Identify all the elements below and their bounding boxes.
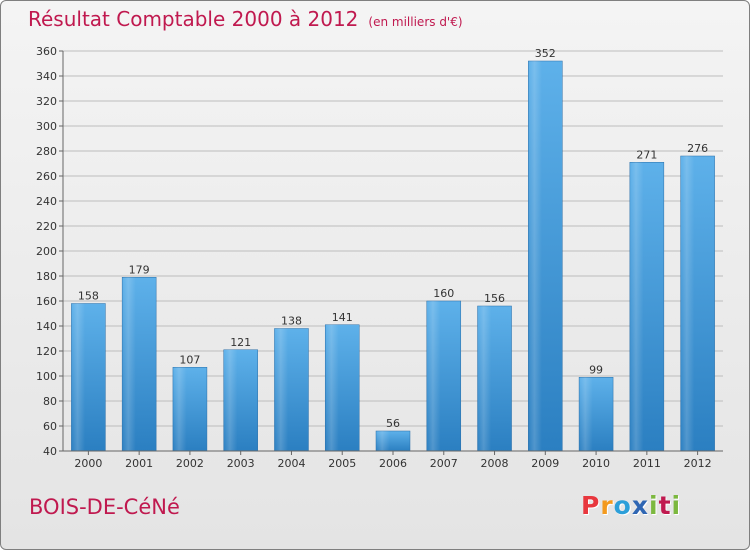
logo-letter: i: [671, 491, 682, 520]
logo-letter: r: [600, 491, 614, 520]
logo-letter: o: [613, 491, 632, 520]
bars: 158 179 107 121 138 141 56 160 156 352 99 271 276: [71, 47, 715, 452]
x-tick-label: 2010: [582, 457, 610, 470]
x-tick-label: 2007: [430, 457, 458, 470]
y-tick-label: 80: [43, 395, 57, 408]
bar-value-label: 141: [332, 311, 353, 324]
bar-value-label: 160: [433, 287, 454, 300]
bar-value-label: 179: [129, 263, 150, 276]
bar-value-label: 121: [230, 336, 251, 349]
logo-letter: x: [631, 491, 649, 520]
proxiti-logo: Proxiti: [581, 491, 681, 520]
bar-highlight: [528, 61, 563, 451]
x-tick-label: 2009: [531, 457, 559, 470]
y-tick-label: 140: [36, 320, 57, 333]
x-tick-label: 2001: [125, 457, 153, 470]
y-tick-label: 220: [36, 220, 57, 233]
logo-letter: i: [649, 491, 659, 520]
bar-value-label: 156: [484, 292, 505, 305]
bar-value-label: 352: [535, 47, 556, 60]
logo-letter: P: [581, 491, 601, 520]
y-tick-label: 320: [36, 95, 57, 108]
bar-highlight: [122, 277, 157, 451]
bar-highlight: [579, 377, 614, 451]
chart-title: Résultat Comptable 2000 à 2012 (en millie…: [28, 7, 463, 31]
y-tick-label: 40: [43, 445, 57, 458]
bar-value-label: 138: [281, 315, 302, 328]
y-tick-label: 240: [36, 195, 57, 208]
bar-highlight: [426, 301, 461, 451]
y-tick-label: 300: [36, 120, 57, 133]
y-tick-label: 180: [36, 270, 57, 283]
y-tick-label: 60: [43, 420, 57, 433]
bar-value-label: 158: [78, 290, 99, 303]
y-tick-label: 260: [36, 170, 57, 183]
bar-highlight: [274, 328, 309, 451]
y-tick-label: 280: [36, 145, 57, 158]
y-tick-label: 120: [36, 345, 57, 358]
bar-value-label: 271: [636, 148, 657, 161]
bar-value-label: 107: [179, 353, 200, 366]
bar-value-label: 56: [386, 417, 400, 430]
commune-name: BOIS-DE-CéNé: [29, 495, 180, 519]
bar-highlight: [71, 303, 106, 451]
x-tick-label: 2003: [227, 457, 255, 470]
bar-highlight: [680, 156, 715, 451]
bar-highlight: [325, 324, 360, 451]
x-tick-label: 2004: [277, 457, 305, 470]
chart-subtitle: (en milliers d'€): [368, 15, 463, 29]
bar-highlight: [477, 306, 512, 451]
chart-title-text: Résultat Comptable 2000 à 2012: [28, 7, 359, 31]
x-tick-label: 2006: [379, 457, 407, 470]
y-axis: 40 60 80 100 120 140 160 180 200 220 240 260 280 300 3…: [36, 45, 64, 458]
logo-letter: t: [658, 491, 672, 520]
bar-highlight: [376, 431, 410, 451]
y-tick-label: 160: [36, 295, 57, 308]
bar-highlight: [629, 162, 664, 451]
x-axis: 2000 2001 2002 2003 2004 2005 2006 2007 2008 2009…: [63, 450, 723, 470]
x-tick-label: 2008: [481, 457, 509, 470]
y-tick-label: 100: [36, 370, 57, 383]
y-tick-label: 200: [36, 245, 57, 258]
x-tick-label: 2000: [74, 457, 102, 470]
bar-highlight: [223, 349, 258, 451]
grid-lines: [63, 50, 723, 452]
bar-value-label: 99: [589, 363, 603, 376]
x-tick-label: 2005: [328, 457, 356, 470]
y-tick-label: 340: [36, 70, 57, 83]
x-tick-label: 2002: [176, 457, 204, 470]
bar-value-label: 276: [687, 142, 708, 155]
x-tick-label: 2011: [633, 457, 661, 470]
bar-highlight: [172, 367, 207, 451]
y-tick-label: 360: [36, 45, 57, 58]
x-tick-label: 2012: [684, 457, 712, 470]
